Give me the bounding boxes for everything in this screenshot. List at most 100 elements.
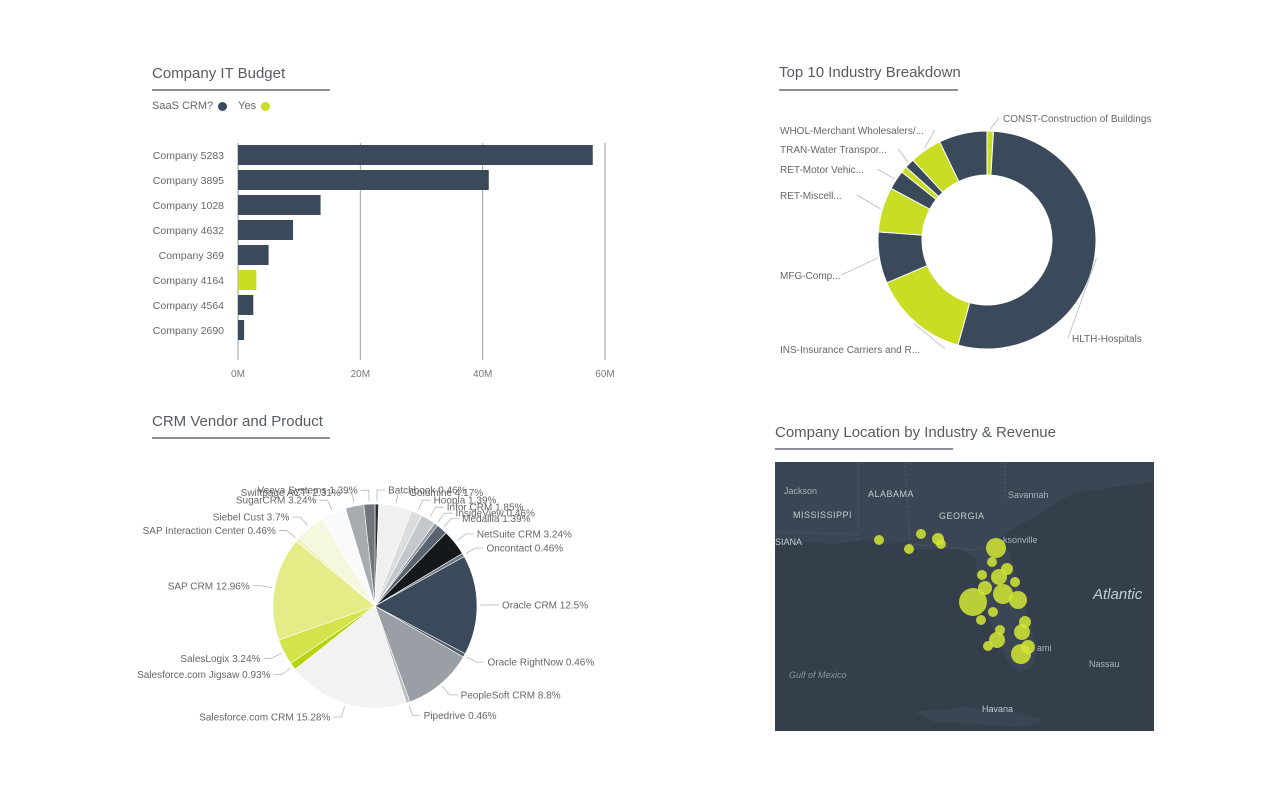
pie-slice-label: NetSuite CRM 3.24% (477, 529, 572, 540)
map-bubble[interactable] (988, 607, 998, 617)
pie-slice-label: Swiftpage ACT! 2.31% (241, 488, 341, 499)
bar-tick-label: 60M (595, 369, 614, 380)
map-bubble[interactable] (986, 538, 1006, 558)
pie-leader-line (333, 706, 345, 718)
bar-category-label: Company 4164 (153, 275, 224, 287)
map-bubble[interactable] (995, 625, 1005, 635)
map-bubble[interactable] (983, 641, 993, 651)
bar-category-label: Company 1028 (153, 200, 224, 212)
donut-slice[interactable] (957, 130, 1097, 350)
bar-category-label: Company 5283 (153, 150, 224, 162)
industry-donut-chart: CONST-Construction of Buildings HLTH-Hosp… (780, 114, 1151, 356)
bar-tick-label: 40M (473, 369, 492, 380)
pie-slice-label: SugarCRM 3.24% (236, 496, 317, 507)
pie-slice-label: Salesforce.com CRM 15.28% (199, 713, 330, 724)
pie-leader-line (466, 656, 485, 663)
map-label-savannah: Savannah (1008, 490, 1049, 500)
pie-slice[interactable] (374, 556, 478, 655)
map-bubble[interactable] (874, 535, 884, 545)
location-map[interactable]: Jackson ALABAMA MISSISSIPPI GEORGIA Sava… (775, 462, 1154, 731)
vendor-title: CRM Vendor and Product (152, 413, 323, 430)
map-bubble[interactable] (976, 615, 986, 625)
bar-category-label: Company 2690 (153, 325, 224, 337)
donut-slice-label: HLTH-Hospitals (1072, 334, 1142, 345)
bar[interactable] (238, 320, 245, 340)
legend-yes-dot (261, 101, 271, 111)
donut-slice[interactable] (939, 130, 988, 183)
map-bubble[interactable] (989, 632, 1005, 648)
bar[interactable] (238, 170, 489, 190)
pie-slice-label: SAP CRM 12.96% (168, 581, 250, 592)
legend-no-dot (218, 101, 228, 111)
map-bubble[interactable] (916, 529, 926, 539)
map-title: Company Location by Industry & Revenue (775, 424, 1056, 441)
land-mass-cuba (915, 707, 1045, 727)
pie-leader-line (457, 533, 474, 542)
pie-slice[interactable] (272, 540, 376, 641)
map-bubble[interactable] (1014, 624, 1030, 640)
map-label-georgia: GEORGIA (939, 511, 985, 521)
pie-leader-line (442, 686, 458, 696)
bar[interactable] (238, 220, 294, 240)
donut-slice-label: TRAN-Water Transpor... (780, 145, 887, 156)
pie-slice-label: Medallia 1.39% (462, 514, 530, 525)
bar[interactable] (238, 195, 321, 215)
donut-leader-line (898, 148, 909, 163)
vendor-pie-chart: Batchbook 0.46%Goldmine 4.17%Hoopla 1.39… (137, 486, 595, 724)
map-label-atlantic: Atlantic (1093, 586, 1143, 603)
map-label-nassau: Nassau (1089, 659, 1120, 669)
donut-leader-line (990, 117, 1000, 130)
pie-leader-line (465, 547, 484, 554)
pie-slice-label: Hoopla 1.39% (434, 496, 497, 507)
donut-slice-label: CONST-Construction of Buildings (1003, 114, 1151, 125)
pie-leader-line (263, 652, 282, 659)
budget-bar-chart: 0M 20M 40M 60M Company 5283 Company 3895 Compa… (153, 143, 615, 380)
donut-leader-line (913, 323, 946, 350)
pie-slice-label: Siebel Cust 3.7% (213, 513, 290, 524)
pie-leader-line (437, 512, 453, 523)
bar-tick-label: 20M (351, 369, 370, 380)
bar[interactable] (238, 245, 269, 265)
pie-slice[interactable] (294, 605, 407, 709)
map-label-jackson: Jackson (784, 486, 818, 496)
pie-slice-label: Pipedrive 0.46% (424, 711, 497, 722)
map-bubble[interactable] (977, 570, 987, 580)
pie-leader-line (376, 489, 386, 502)
bar[interactable] (238, 295, 254, 315)
pie-leader-line (408, 705, 421, 717)
pie-slice-label: Veeva Systems 1.39% (258, 486, 358, 497)
map-label-miami: ami (1037, 643, 1052, 653)
bar[interactable] (238, 270, 257, 290)
pie-slice[interactable] (374, 605, 464, 703)
map-bubble[interactable] (987, 557, 997, 567)
pie-leader-line (343, 491, 355, 504)
pie-slice-label: Oracle RightNow 0.46% (488, 658, 595, 669)
map-bubble[interactable] (978, 581, 992, 595)
donut-leader-line (1067, 258, 1097, 339)
map-bubble[interactable] (936, 539, 946, 549)
map-label-havana: Havana (982, 704, 1014, 714)
pie-slice-label: Salesforce.com Jigsaw 0.93% (137, 670, 271, 681)
pie-slice-label: Infor CRM 1.85% (447, 503, 524, 514)
bar[interactable] (238, 145, 593, 165)
pie-slice-label: PeopleSoft CRM 8.8% (461, 690, 561, 701)
pie-slice-label: Oracle CRM 12.5% (502, 600, 588, 611)
map-label-mississippi: MISSISSIPPI (793, 510, 853, 520)
map-label-siana: SIANA (775, 537, 803, 547)
bar-tick-label: 0M (231, 369, 245, 380)
pie-slice[interactable] (363, 503, 376, 607)
map-bubble[interactable] (993, 584, 1013, 604)
map-bubble[interactable] (1010, 577, 1020, 587)
pie-slice-label: SAP Interaction Center 0.46% (143, 526, 276, 537)
pie-leader-line (395, 491, 407, 504)
map-bubble[interactable] (991, 569, 1007, 585)
bar-category-label: Company 4632 (153, 225, 224, 237)
bar-category-label: Company 4564 (153, 300, 224, 312)
map-bubble[interactable] (1011, 644, 1031, 664)
map-bubble[interactable] (904, 544, 914, 554)
donut-slice-label: RET-Miscell... (780, 191, 842, 202)
pie-leader-line (252, 585, 272, 589)
map-label-alabama: ALABAMA (868, 489, 915, 499)
map-bubble[interactable] (1009, 591, 1027, 609)
donut-slice-label: WHOL-Merchant Wholesalers/... (780, 126, 924, 137)
